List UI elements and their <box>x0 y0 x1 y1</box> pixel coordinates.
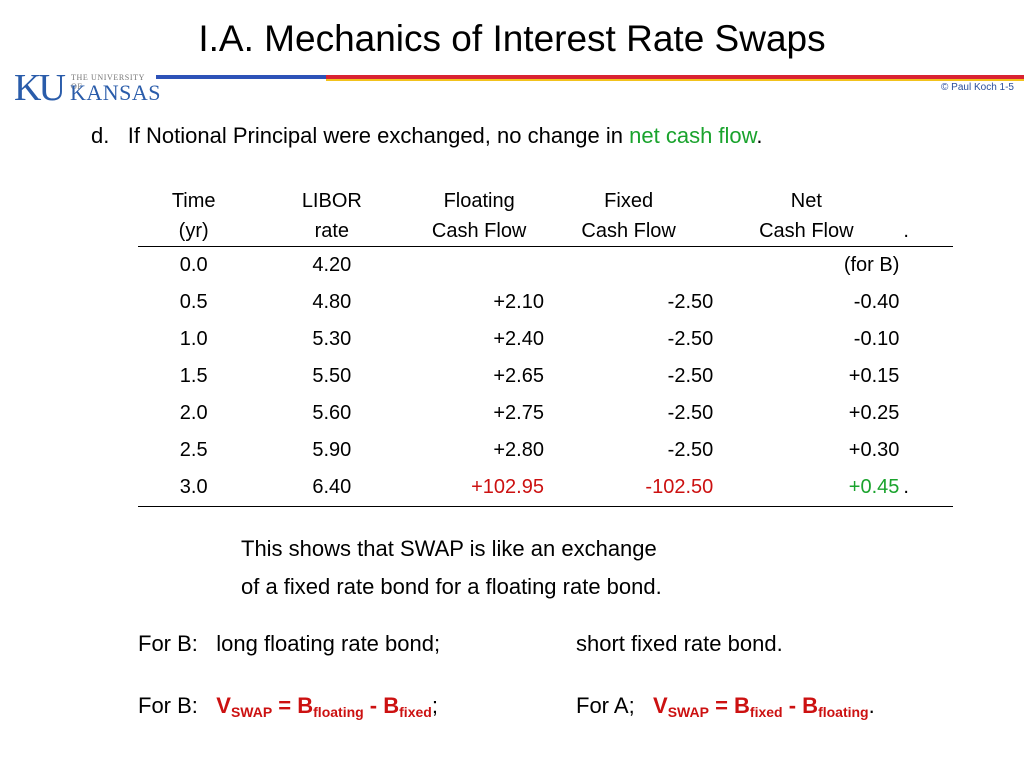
header-floating-unit: Cash Flow <box>414 216 544 247</box>
cell-libor: 5.90 <box>312 439 352 461</box>
cell-time: 2.0 <box>179 402 208 424</box>
cell-time: 0.0 <box>179 254 208 276</box>
header-fixed-unit: Cash Flow <box>543 216 714 247</box>
summary-line-2: of a fixed rate bond for a floating rate… <box>241 574 662 599</box>
table-row: 0.5 4.80 +2.10 -2.50 -0.40 <box>138 284 953 321</box>
swap-value-formula-line: For B: VSWAP = Bfloating - Bfixed; For A… <box>138 692 875 726</box>
cell-fixed: -2.50 <box>667 291 714 313</box>
cell-floating: +102.95 <box>414 469 544 507</box>
bullet-text: If Notional Principal were exchanged, no… <box>127 123 630 148</box>
cell-time: 0.5 <box>179 291 208 313</box>
header-rule-gold <box>326 79 1024 81</box>
table-header-row: Time LIBOR Floating Fixed Net <box>138 186 953 216</box>
cell-fixed: -102.50 <box>543 469 714 507</box>
cash-flow-table: Time LIBOR Floating Fixed Net (yr) rate … <box>138 186 953 507</box>
cell-floating: +2.65 <box>493 365 544 387</box>
for-b-short: short fixed rate bond. <box>576 631 783 656</box>
bullet-highlight: net cash flow <box>629 123 757 148</box>
cell-time: 3.0 <box>138 469 250 507</box>
cell-floating: +2.10 <box>493 291 544 313</box>
cell-floating: +2.40 <box>493 328 544 350</box>
table-header-row: (yr) rate Cash Flow Cash Flow Cash Flow … <box>138 216 953 247</box>
header-period: . <box>899 216 953 247</box>
header-libor: LIBOR <box>301 189 362 212</box>
header-net-unit: Cash Flow <box>713 216 900 247</box>
summary-line-1: This shows that SWAP is like an exchange <box>241 536 657 561</box>
cell-floating: +2.75 <box>493 402 544 424</box>
table-row: 3.0 6.40 +102.95 -102.50 +0.45 . <box>138 469 953 507</box>
cell-net: (for B) <box>843 254 900 276</box>
copyright-notice: © Paul Koch 1-5 <box>941 82 1014 93</box>
table-row: 1.5 5.50 +2.65 -2.50 +0.15 <box>138 358 953 395</box>
cell-libor: 5.60 <box>312 402 352 424</box>
formula-b: VSWAP = Bfloating - Bfixed <box>216 693 432 720</box>
for-b-long: long floating rate bond; <box>216 631 441 656</box>
cell-time: 1.0 <box>179 328 208 350</box>
cell-net: +0.30 <box>848 439 900 461</box>
cell-fixed: -2.50 <box>667 328 714 350</box>
summary-text: This shows that SWAP is like an exchange… <box>241 530 662 606</box>
header-rule-blue <box>156 75 326 79</box>
header-net: Net <box>790 189 822 212</box>
formula-a-group: For A; VSWAP = Bfixed - Bfloating. <box>576 693 875 720</box>
formula-b-label: For B: <box>138 693 198 718</box>
formula-a-label: For A; <box>576 693 635 718</box>
bullet-point: d. If Notional Principal were exchanged,… <box>91 122 762 150</box>
for-b-position-line: For B: long floating rate bond; short fi… <box>138 630 783 658</box>
cell-fixed: -2.50 <box>667 402 714 424</box>
table-row: 1.0 5.30 +2.40 -2.50 -0.10 <box>138 321 953 358</box>
table-row: 2.5 5.90 +2.80 -2.50 +0.30 <box>138 432 953 469</box>
for-b-label: For B: <box>138 631 198 656</box>
cell-libor: 6.40 <box>249 469 415 507</box>
header-fixed: Fixed <box>604 189 654 212</box>
cell-libor: 5.30 <box>312 328 352 350</box>
logo-university-text: THE UNIVERSITY OF <box>71 73 145 91</box>
header-time: Time <box>171 189 216 212</box>
cell-libor: 4.80 <box>312 291 352 313</box>
slide-title: I.A. Mechanics of Interest Rate Swaps <box>198 18 826 59</box>
cell-net: +0.25 <box>848 402 900 424</box>
logo-ku-letters: KU <box>14 67 66 109</box>
cell-fixed: -2.50 <box>667 365 714 387</box>
table-row: 0.0 4.20 (for B) <box>138 247 953 285</box>
ku-logo: KU THE UNIVERSITY OF KANSAS <box>14 67 161 109</box>
logo-kansas-text: KANSAS <box>70 80 162 105</box>
header-rule-red <box>326 75 1024 79</box>
cell-time: 1.5 <box>179 365 208 387</box>
bullet-end: . <box>756 123 763 148</box>
bullet-marker: d. <box>91 123 110 148</box>
formula-a: VSWAP = Bfixed - Bfloating <box>653 693 869 720</box>
cell-fixed: -2.50 <box>667 439 714 461</box>
cell-net: -0.40 <box>853 291 900 313</box>
header-libor-unit: rate <box>249 216 415 247</box>
cell-fixed <box>544 247 713 285</box>
cell-floating: +2.80 <box>493 439 544 461</box>
header-time-unit: (yr) <box>138 216 250 247</box>
cell-net: +0.45 <box>713 469 900 507</box>
cell-net: -0.10 <box>853 328 900 350</box>
cell-floating <box>414 247 544 285</box>
cell-net: +0.15 <box>848 365 900 387</box>
row-end-period: . <box>899 469 953 507</box>
cell-libor: 5.50 <box>312 365 352 387</box>
table-row: 2.0 5.60 +2.75 -2.50 +0.25 <box>138 395 953 432</box>
header-floating: Floating <box>443 189 515 212</box>
cell-time: 2.5 <box>179 439 208 461</box>
cell-libor: 4.20 <box>312 254 352 276</box>
